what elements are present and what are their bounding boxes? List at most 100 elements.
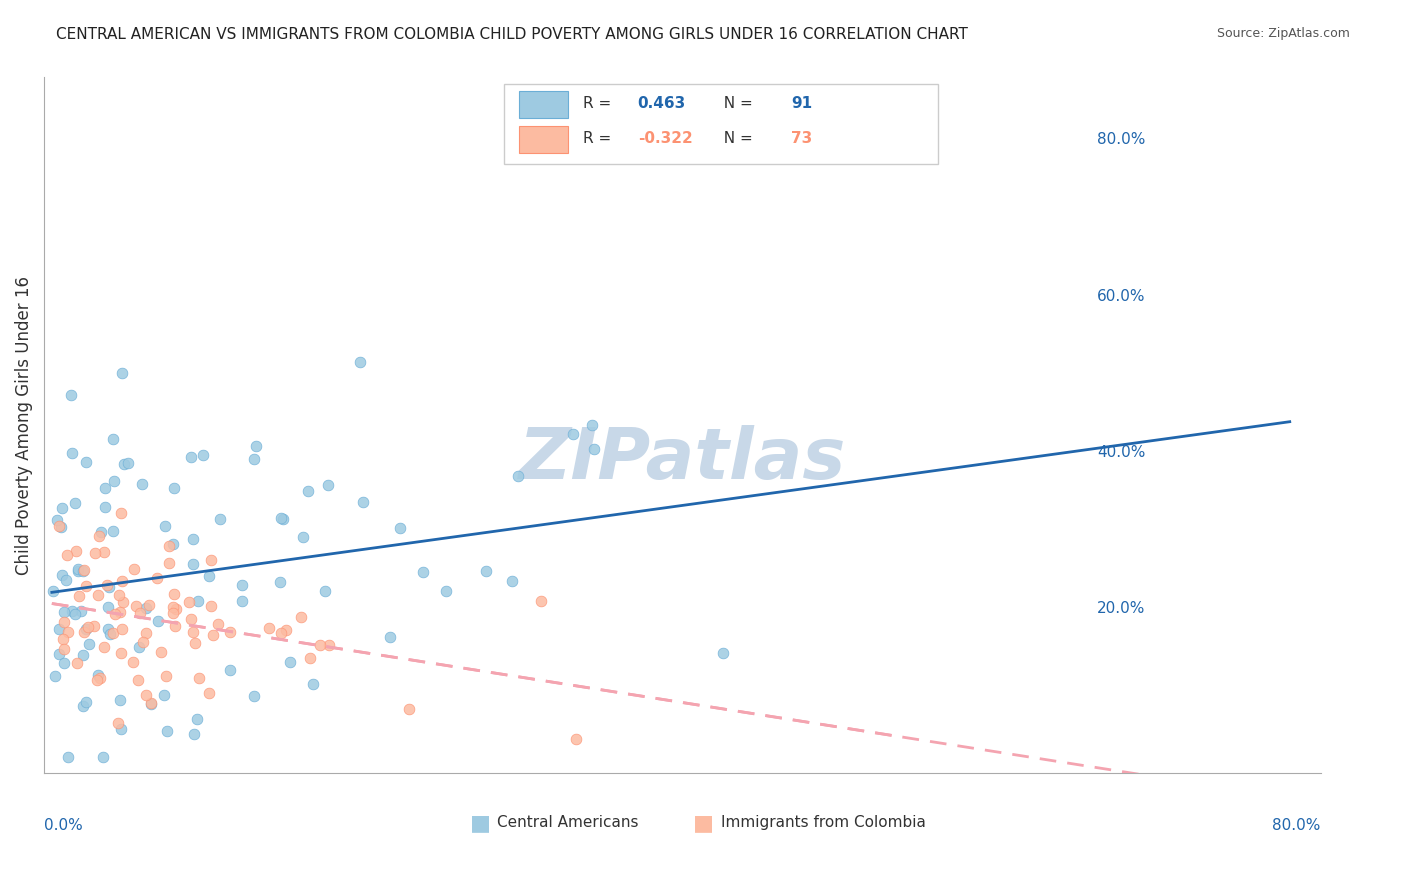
- Point: [316, 477, 339, 491]
- Point: [131, 635, 153, 649]
- Point: [73, 563, 96, 577]
- Point: [155, 669, 177, 683]
- Point: [188, 671, 211, 685]
- Point: [162, 606, 184, 620]
- Point: [163, 481, 186, 495]
- Point: [131, 476, 153, 491]
- Point: [72, 648, 94, 662]
- Point: [101, 524, 124, 539]
- Text: 0.463: 0.463: [638, 96, 686, 112]
- Point: [711, 646, 734, 660]
- Point: [59, 388, 82, 402]
- Point: [72, 565, 94, 579]
- Point: [56, 548, 79, 562]
- Point: [207, 617, 229, 632]
- Text: N =: N =: [714, 96, 758, 112]
- Point: [53, 642, 76, 657]
- Text: 91: 91: [792, 96, 813, 112]
- Point: [107, 588, 129, 602]
- Point: [103, 474, 125, 488]
- FancyBboxPatch shape: [503, 85, 938, 164]
- Point: [565, 731, 588, 746]
- Point: [107, 715, 129, 730]
- Point: [44, 668, 66, 682]
- Point: [162, 600, 184, 615]
- Point: [314, 584, 336, 599]
- Point: [219, 663, 242, 677]
- Point: [191, 449, 214, 463]
- Point: [398, 702, 420, 716]
- Point: [65, 607, 87, 621]
- Point: [378, 630, 401, 644]
- Y-axis label: Child Poverty Among Girls Under 16: Child Poverty Among Girls Under 16: [15, 276, 32, 574]
- Text: 60.0%: 60.0%: [1097, 289, 1146, 303]
- Point: [157, 539, 180, 553]
- Point: [231, 578, 253, 592]
- Text: 40.0%: 40.0%: [1097, 445, 1146, 460]
- Point: [111, 574, 134, 589]
- Point: [290, 610, 312, 624]
- Point: [91, 750, 114, 764]
- Text: ZIPatlas: ZIPatlas: [519, 425, 846, 494]
- Point: [66, 656, 89, 670]
- Point: [180, 612, 202, 626]
- Point: [135, 626, 157, 640]
- Point: [243, 451, 266, 466]
- Point: [146, 571, 169, 585]
- Text: ■: ■: [693, 813, 714, 833]
- Point: [83, 546, 105, 560]
- Point: [56, 750, 79, 764]
- Point: [97, 623, 120, 637]
- Point: [150, 645, 173, 659]
- Point: [96, 577, 118, 591]
- Point: [200, 599, 222, 614]
- Point: [582, 442, 605, 457]
- Point: [183, 727, 205, 741]
- Text: CENTRAL AMERICAN VS IMMIGRANTS FROM COLOMBIA CHILD POVERTY AMONG GIRLS UNDER 16 : CENTRAL AMERICAN VS IMMIGRANTS FROM COLO…: [56, 27, 969, 42]
- Point: [257, 621, 280, 635]
- Text: 0.0%: 0.0%: [44, 818, 83, 833]
- Point: [75, 455, 97, 469]
- Point: [187, 594, 209, 608]
- Point: [67, 562, 90, 576]
- Point: [200, 553, 222, 567]
- Point: [98, 627, 121, 641]
- Text: -0.322: -0.322: [638, 131, 693, 146]
- Point: [157, 556, 180, 570]
- Point: [298, 650, 321, 665]
- Point: [52, 615, 75, 629]
- Point: [389, 520, 412, 534]
- Text: 80.0%: 80.0%: [1272, 818, 1320, 833]
- Point: [349, 355, 371, 369]
- Point: [90, 524, 112, 539]
- Point: [93, 640, 115, 655]
- Point: [156, 724, 179, 739]
- Point: [165, 602, 187, 616]
- Point: [67, 564, 90, 578]
- Point: [302, 676, 325, 690]
- Point: [87, 529, 110, 543]
- Point: [94, 481, 117, 495]
- Point: [52, 632, 75, 646]
- Point: [434, 584, 457, 599]
- Text: 73: 73: [792, 131, 813, 146]
- Point: [83, 618, 105, 632]
- Point: [69, 604, 91, 618]
- Point: [98, 581, 121, 595]
- Text: Central Americans: Central Americans: [498, 815, 638, 830]
- Point: [52, 605, 75, 619]
- Text: 80.0%: 80.0%: [1097, 132, 1146, 147]
- Point: [60, 604, 83, 618]
- Text: N =: N =: [714, 131, 758, 146]
- Point: [122, 655, 145, 669]
- Point: [55, 573, 77, 587]
- Text: R =: R =: [583, 96, 616, 112]
- Point: [276, 623, 298, 637]
- Point: [318, 638, 340, 652]
- Point: [278, 655, 301, 669]
- Point: [202, 628, 225, 642]
- Point: [198, 686, 221, 700]
- Point: [60, 445, 83, 459]
- Point: [297, 484, 319, 499]
- Text: ■: ■: [470, 813, 491, 833]
